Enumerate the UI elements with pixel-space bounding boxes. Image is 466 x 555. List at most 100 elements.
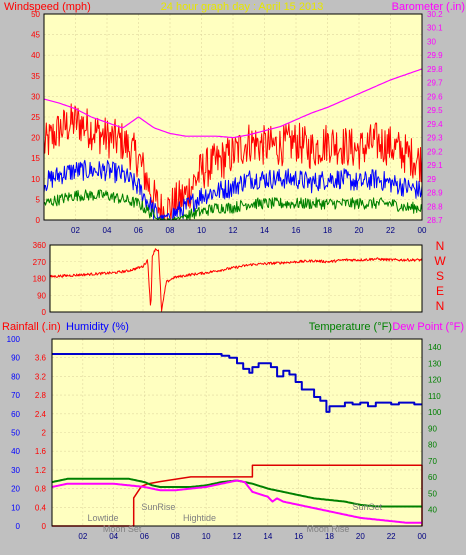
temperature-tick-label: 80 xyxy=(428,441,437,450)
wind-hour-tick-label: 14 xyxy=(260,226,269,235)
rain-hour-tick-label: 04 xyxy=(109,532,118,541)
humidity-tick-label: 30 xyxy=(11,466,20,475)
barometer-tick-label: 30 xyxy=(427,37,436,46)
barometer-tick-label: 29.9 xyxy=(427,51,443,60)
humidity-line xyxy=(52,353,422,413)
rainfall-tick-label: 2 xyxy=(42,429,47,438)
humidity-tick-label: 40 xyxy=(11,447,20,456)
windspeed-tick-label: 25 xyxy=(31,113,40,122)
rainfall-line xyxy=(52,464,423,527)
dewpoint-line xyxy=(51,479,422,524)
direction-plot-frame xyxy=(49,244,423,313)
humidity-tick-label: 50 xyxy=(11,429,20,438)
windspeed-tick-label: 30 xyxy=(31,92,40,101)
rain-plot-frame xyxy=(51,338,423,527)
temperature-tick-label: 140 xyxy=(428,343,442,352)
barometer-tick-label: 29.4 xyxy=(427,120,443,129)
rain-hour-tick-label: 00 xyxy=(418,532,427,541)
temperature-tick-label: 130 xyxy=(428,359,442,368)
rain-axis-ticks: 0 0.4 0.8 1.2 1.6 2 2.4 2.8 3.2 3.6 0 10 20 30 40 50 60 7… xyxy=(7,335,442,541)
barometer-tick-label: 29.5 xyxy=(427,106,443,115)
temperature-tick-label: 70 xyxy=(428,457,437,466)
direction-tick-label: 360 xyxy=(33,241,47,250)
astro-event-label: Moon Rise xyxy=(306,524,349,534)
barometer-tick-label: 29.8 xyxy=(427,65,443,74)
rainfall-tick-label: 0.4 xyxy=(35,503,47,512)
direction-tick-label: 180 xyxy=(33,275,47,284)
compass-direction-label: W xyxy=(434,254,446,268)
rain-hour-tick-label: 08 xyxy=(171,532,180,541)
astro-event-label: Moon Set xyxy=(103,524,142,534)
rainfall-tick-label: 0.8 xyxy=(35,485,47,494)
wind-average-line xyxy=(43,159,423,221)
rain-series xyxy=(51,353,423,527)
astro-event-label: Lowtide xyxy=(87,513,118,523)
windspeed-tick-label: 40 xyxy=(31,51,40,60)
rainfall-tick-label: 1.6 xyxy=(35,447,47,456)
wind-hour-tick-label: 22 xyxy=(386,226,395,235)
astro-event-label: SunRise xyxy=(141,502,175,512)
wind-hour-tick-label: 16 xyxy=(292,226,301,235)
barometer-axis-label: Barometer (.in) xyxy=(392,1,465,13)
humidity-tick-label: 100 xyxy=(7,335,21,344)
rain-hour-tick-label: 06 xyxy=(140,532,149,541)
barometer-tick-label: 29.6 xyxy=(427,92,443,101)
rain-humidity-panel: 0 0.4 0.8 1.2 1.6 2 2.4 2.8 3.2 3.6 0 10 20 30 40 50 60 7… xyxy=(2,321,464,541)
temperature-tick-label: 110 xyxy=(428,392,441,401)
direction-tick-label: 270 xyxy=(33,258,47,267)
wind-hour-tick-label: 00 xyxy=(418,226,427,235)
barometer-tick-label: 28.8 xyxy=(427,202,443,211)
rain-hour-tick-label: 12 xyxy=(233,532,242,541)
temperature-tick-label: 90 xyxy=(428,424,437,433)
barometer-tick-label: 29.2 xyxy=(427,147,443,156)
rain-hour-tick-label: 22 xyxy=(387,532,396,541)
barometer-tick-label: 29.1 xyxy=(427,161,443,170)
wind-barometer-panel: 0 5 10 15 20 25 30 35 40 45 50 28.7 28.8 28.9 29 29.1 29… xyxy=(4,1,465,235)
direction-tick-label: 0 xyxy=(42,308,47,317)
wind-hour-tick-label: 08 xyxy=(166,226,175,235)
windspeed-tick-label: 5 xyxy=(36,195,41,204)
windspeed-tick-label: 45 xyxy=(31,31,40,40)
wind-axis-ticks: 0 5 10 15 20 25 30 35 40 45 50 28.7 28.8 28.9 29 29.1 29… xyxy=(31,10,443,235)
wind-plot-frame xyxy=(43,13,423,221)
barometer-tick-label: 28.9 xyxy=(427,189,443,198)
rainfall-tick-label: 0 xyxy=(42,522,47,531)
rain-hour-tick-label: 10 xyxy=(202,532,211,541)
windspeed-tick-label: 15 xyxy=(31,154,40,163)
humidity-tick-label: 10 xyxy=(11,503,20,512)
compass-direction-label: N xyxy=(436,239,445,253)
barometer-tick-label: 30.2 xyxy=(427,10,443,19)
temperature-axis-label: Temperature (°F) xyxy=(309,321,392,333)
astro-event-label: SunSet xyxy=(353,502,383,512)
windspeed-tick-label: 0 xyxy=(36,216,41,225)
rainfall-tick-label: 3.2 xyxy=(35,372,47,381)
compass-direction-label: S xyxy=(436,269,444,283)
rain-hour-tick-label: 14 xyxy=(263,532,272,541)
wind-hour-tick-label: 20 xyxy=(355,226,364,235)
barometer-tick-label: 29.3 xyxy=(427,134,443,143)
rainfall-tick-label: 1.2 xyxy=(35,466,47,475)
wind-gust-line xyxy=(43,103,423,221)
windspeed-tick-label: 50 xyxy=(31,10,40,19)
barometer-tick-label: 30.1 xyxy=(427,24,443,33)
wind-hour-tick-label: 12 xyxy=(229,226,238,235)
wind-hour-tick-label: 10 xyxy=(197,226,206,235)
barometer-tick-label: 29 xyxy=(427,175,436,184)
graph-title: 24 hour graph day : April 15 2013 xyxy=(161,1,324,13)
temperature-tick-label: 60 xyxy=(428,473,437,482)
windspeed-tick-label: 35 xyxy=(31,72,40,81)
dewpoint-axis-label: Dew Point (°F) xyxy=(392,321,464,333)
temperature-tick-label: 50 xyxy=(428,489,437,498)
rain-hour-tick-label: 20 xyxy=(356,532,365,541)
wind-direction-line xyxy=(49,248,423,312)
wind-hour-tick-label: 04 xyxy=(103,226,112,235)
humidity-tick-label: 80 xyxy=(11,372,20,381)
humidity-tick-label: 20 xyxy=(11,485,20,494)
astro-event-label: Hightide xyxy=(183,513,216,523)
humidity-tick-label: 0 xyxy=(16,522,21,531)
windspeed-axis-label: Windspeed (mph) xyxy=(4,1,91,13)
rain-hour-tick-label: 16 xyxy=(294,532,303,541)
